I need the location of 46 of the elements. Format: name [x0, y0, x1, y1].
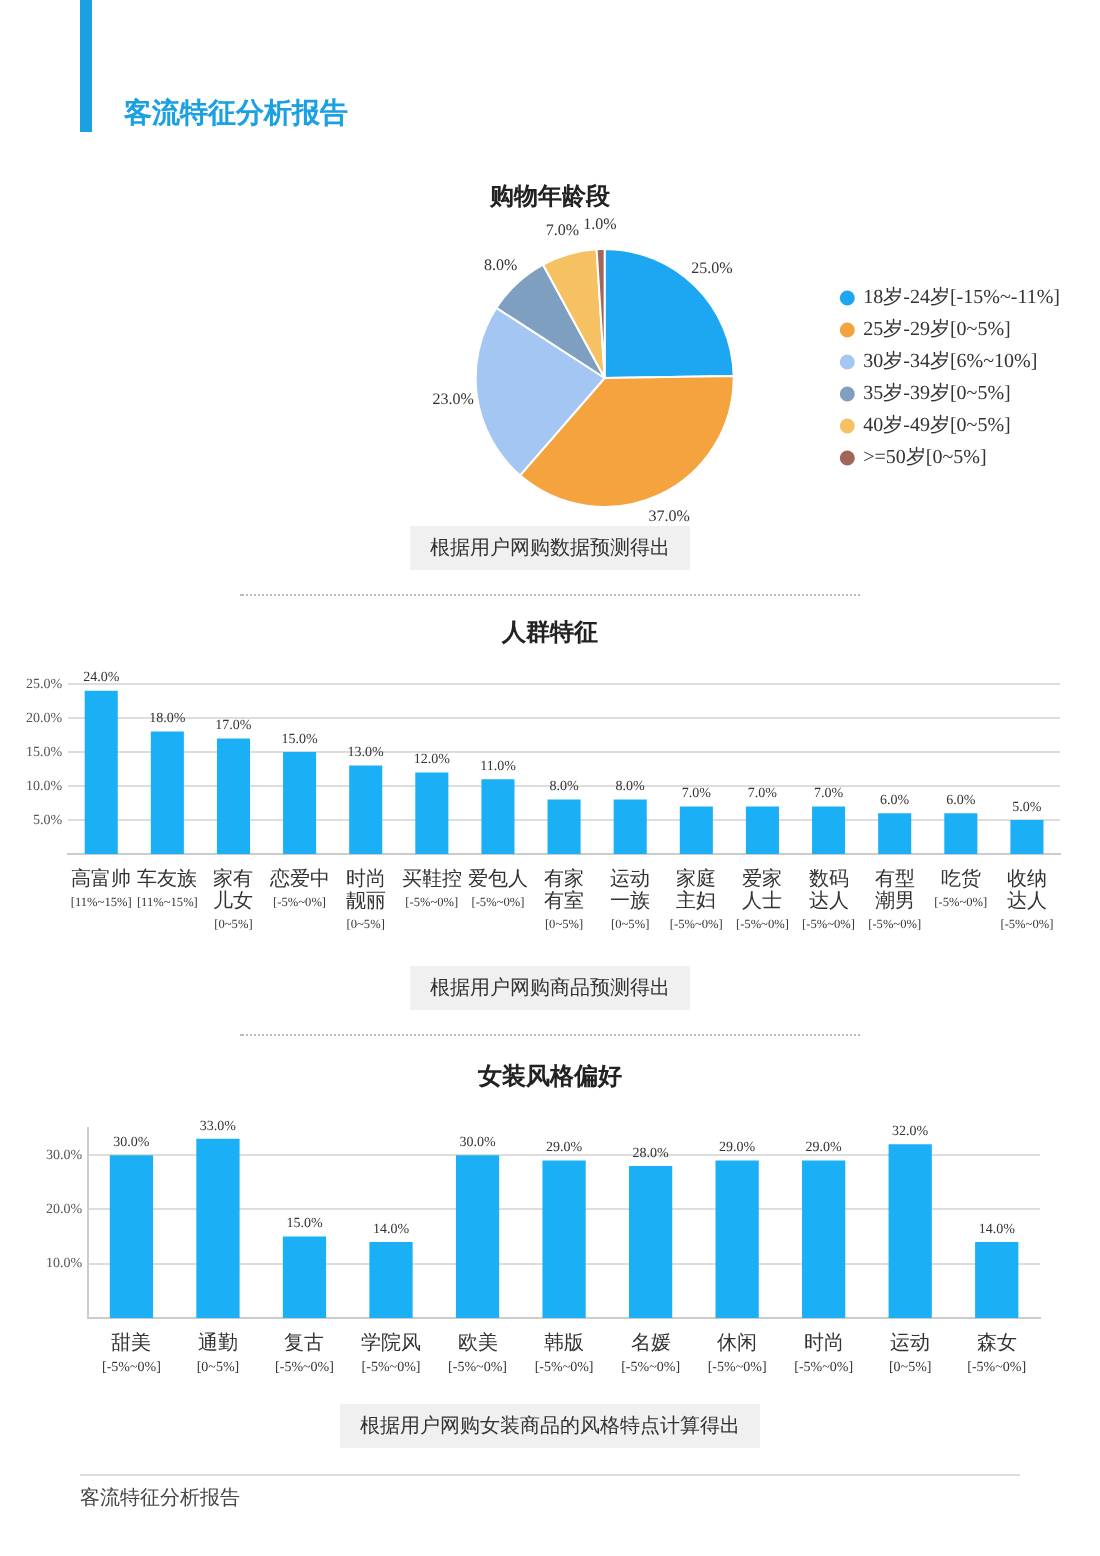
legend-label: >=50岁[0~5%] — [863, 445, 987, 470]
text: 客流特征分析报告 — [80, 1485, 240, 1512]
bar — [282, 1236, 327, 1318]
bar — [812, 806, 846, 854]
data-label: 7.0% — [545, 221, 580, 240]
bar — [1010, 820, 1044, 854]
bar — [455, 1155, 500, 1318]
chart-title: 人群特征 — [500, 616, 600, 650]
bar — [109, 1155, 154, 1318]
data-label: 1.0% — [583, 215, 618, 234]
data-label: 23.0% — [432, 389, 475, 408]
chart-title: 购物年龄段 — [487, 180, 612, 214]
bar — [613, 799, 647, 854]
data-label: 8.0% — [484, 255, 519, 274]
bar — [349, 765, 383, 854]
legend-label: 40岁-49岁[0~5%] — [863, 413, 1011, 438]
bar — [802, 1160, 846, 1318]
data-label: 37.0% — [648, 506, 691, 525]
bar — [715, 1160, 759, 1318]
bar — [216, 738, 250, 854]
bar — [196, 1138, 240, 1318]
bar — [679, 806, 713, 854]
bar — [369, 1242, 413, 1318]
bar — [628, 1166, 673, 1318]
text: 根据用户网购商品预测得出 — [410, 966, 690, 1010]
bar — [975, 1242, 1019, 1318]
text: 客流特征分析报告 — [124, 96, 348, 132]
bar — [944, 813, 978, 854]
bar — [84, 690, 118, 854]
bar — [150, 731, 184, 854]
legend-label: 25岁-29岁[0~5%] — [863, 317, 1011, 342]
text: 根据用户网购数据预测得出 — [410, 526, 690, 570]
bar — [481, 779, 515, 854]
bar — [283, 752, 317, 854]
bar — [542, 1160, 586, 1318]
bar — [888, 1144, 932, 1318]
text: 根据用户网购女装商品的风格特点计算得出 — [340, 1404, 760, 1448]
legend-label: 35岁-39岁[0~5%] — [863, 381, 1011, 406]
legend-label: 18岁-24岁[-15%~-11%] — [863, 285, 1061, 310]
data-label: 25.0% — [691, 259, 734, 278]
bar — [415, 772, 449, 854]
legend-label: 30岁-34岁[6%~10%] — [863, 349, 1038, 374]
bar — [878, 813, 912, 854]
bar — [745, 806, 779, 854]
bar — [547, 799, 581, 854]
chart-title: 女装风格偏好 — [476, 1060, 624, 1094]
